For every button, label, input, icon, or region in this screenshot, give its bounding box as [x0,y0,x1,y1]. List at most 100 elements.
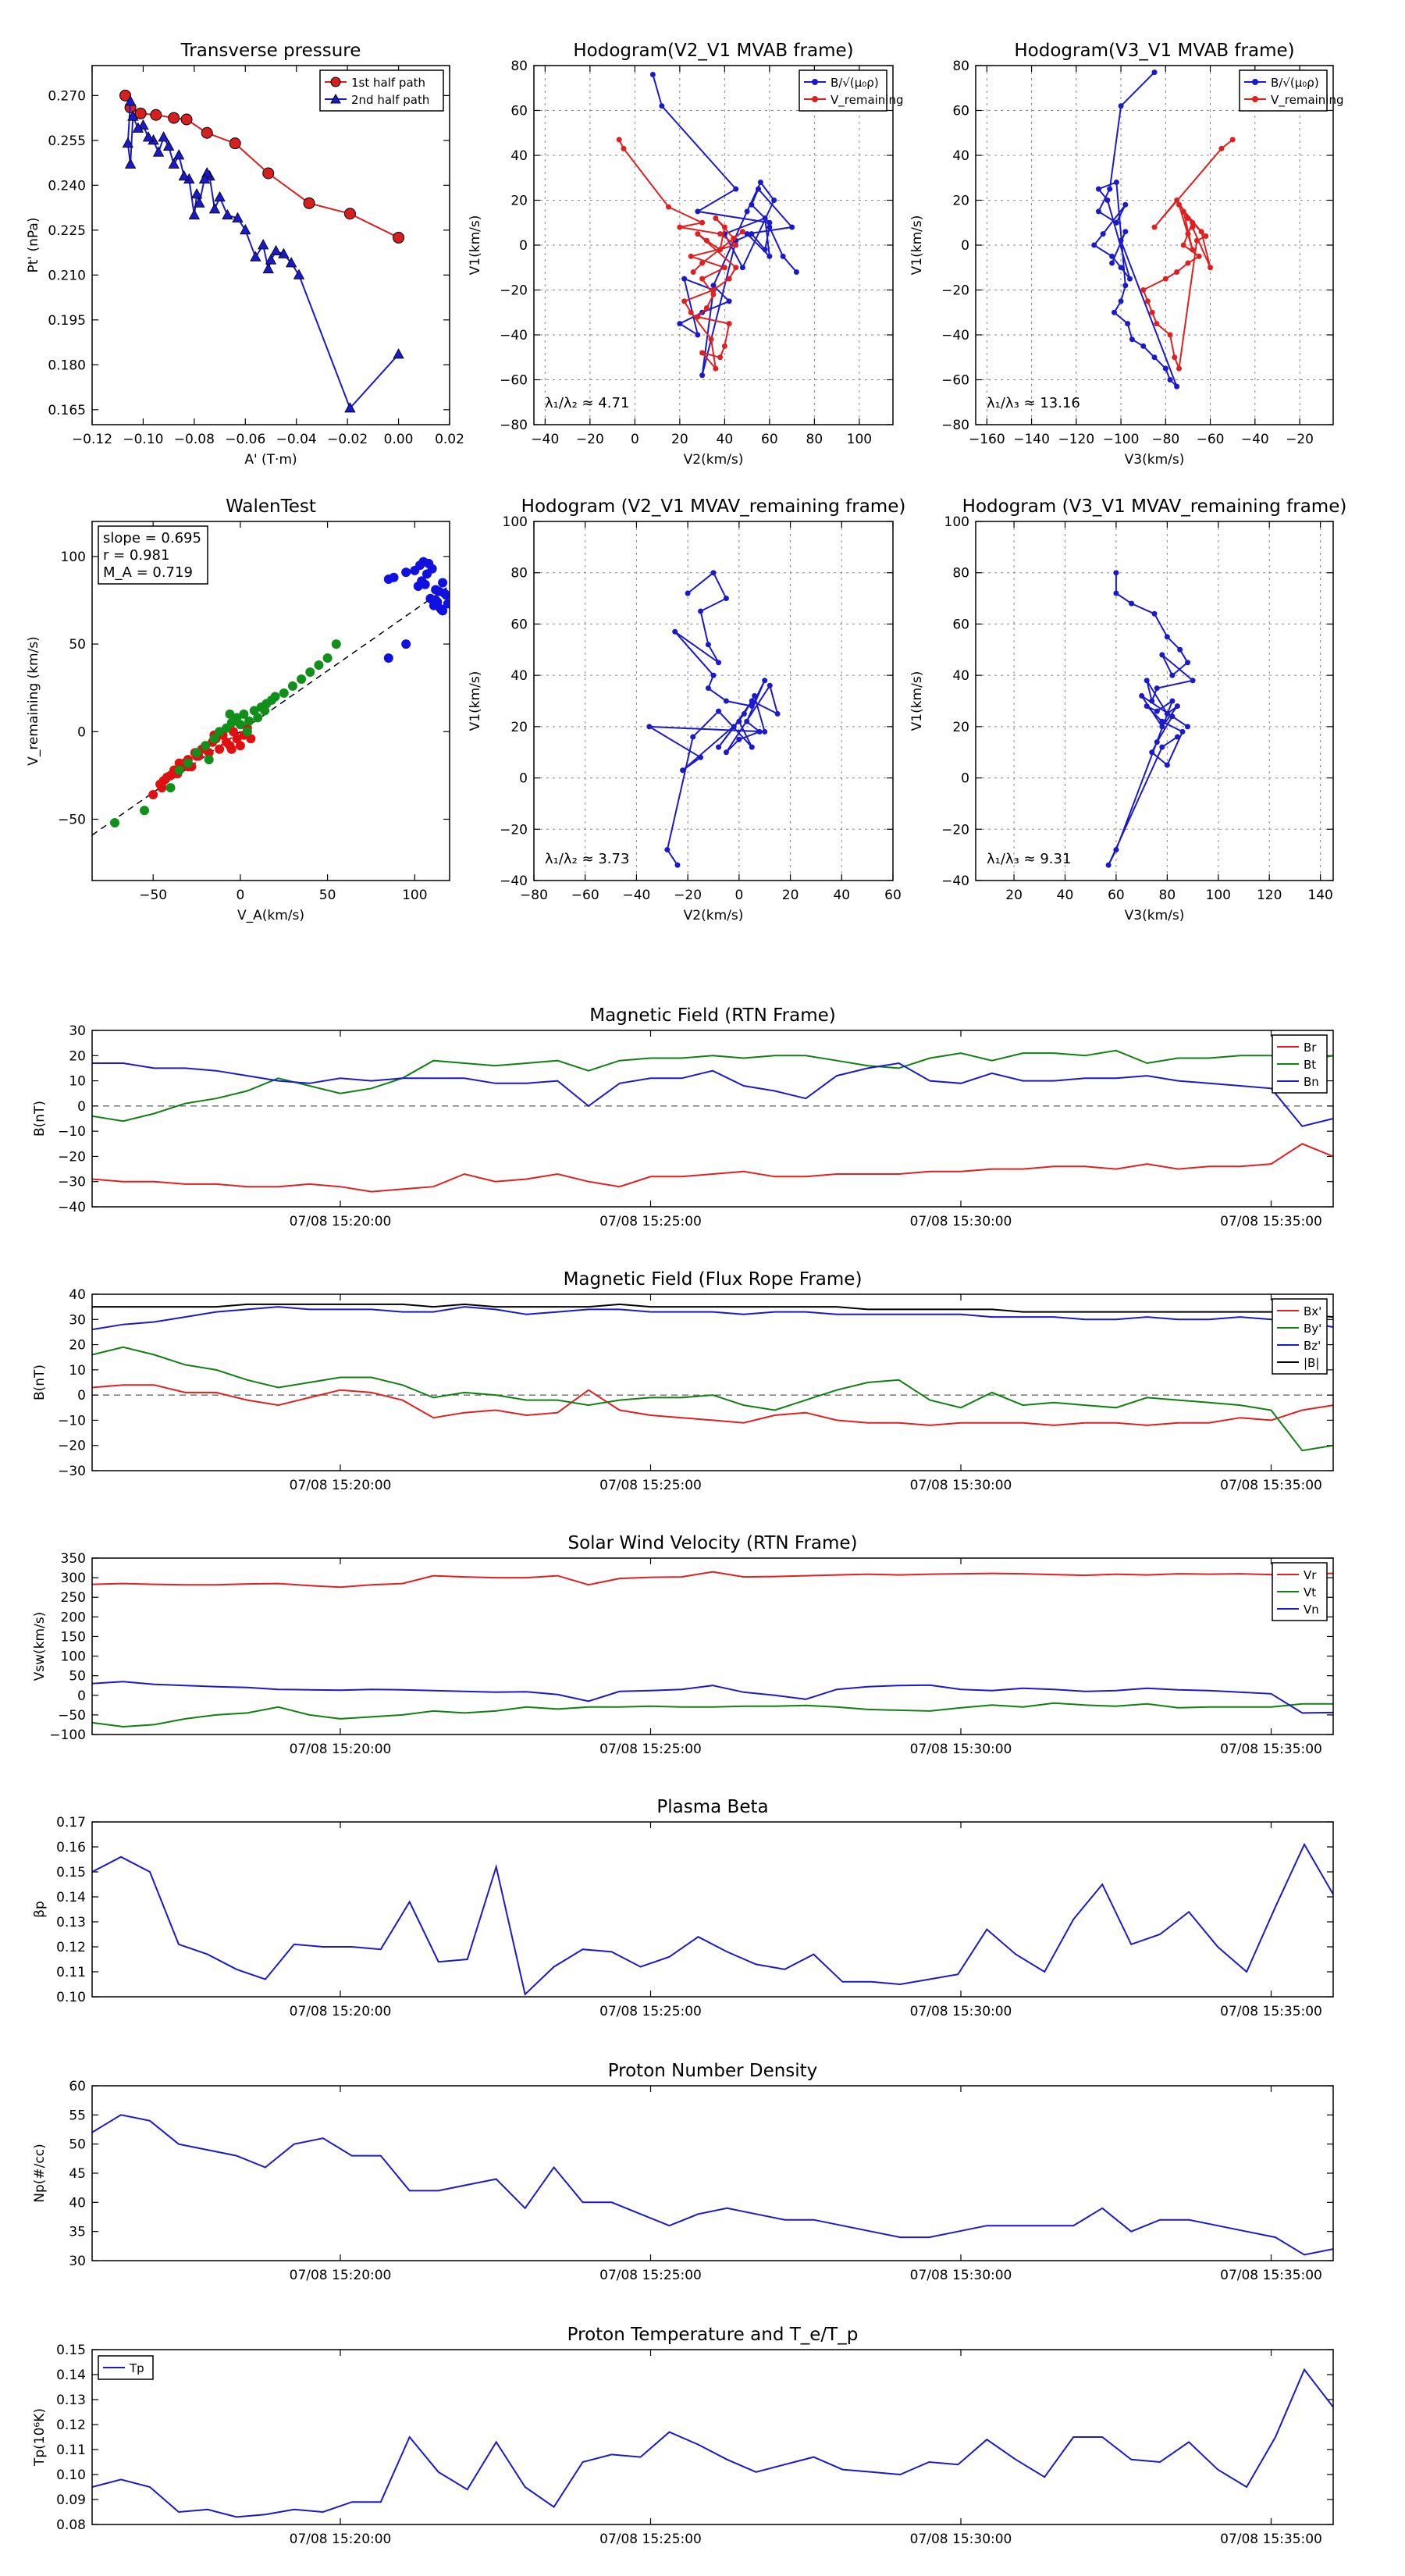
x-tick-label: 07/08 15:30:00 [910,1214,1012,1229]
x-tick-label: 07/08 15:20:00 [290,2004,392,2019]
data-point [1159,744,1165,750]
data-point [723,596,729,602]
data-point [1176,201,1182,208]
data-point [708,336,714,343]
data-point [1118,265,1124,271]
y-tick-label: 50 [69,2137,86,2153]
x-tick-label: 07/08 15:25:00 [599,2532,702,2547]
y-tick-label: −20 [500,822,528,838]
data-point [1122,229,1129,235]
y-tick-label: −50 [58,812,86,827]
data-point [262,167,275,180]
data-layer [92,1049,1333,1193]
data-point [762,215,768,221]
data-point [1091,242,1097,248]
y-tick-label: 0.14 [56,2368,86,2383]
data-point [1185,260,1191,266]
plot-area [976,66,1333,425]
y-tick-label: 0.11 [56,1965,86,1980]
y-tick-label: −80 [941,418,969,433]
y-axis-label: V1(km/s) [909,215,925,276]
x-tick-label: −20 [1286,432,1314,447]
data-point [731,235,737,241]
y-tick-label: 55 [69,2108,86,2123]
data-point [749,744,755,750]
data-point [664,847,670,853]
data-point [1180,242,1186,248]
y-tick-label: 0.180 [48,358,86,373]
data-point [127,110,139,121]
x-tick-label: 07/08 15:35:00 [1220,2532,1322,2547]
data-point [198,173,211,184]
y-tick-label: 40 [952,668,969,684]
data-point [1118,237,1124,244]
data-layer [1105,570,1196,868]
data-layer [119,89,405,413]
data-point [756,186,761,192]
data-point [699,372,706,379]
data-point [270,692,280,702]
x-tick-label: 07/08 15:30:00 [910,2268,1012,2283]
y-tick-label: −60 [941,373,969,389]
data-point [1149,698,1155,704]
data-point [1100,231,1106,237]
data-point [188,208,201,220]
data-point [303,197,315,209]
legend: Bx' By' Bz' |B| [1272,1298,1328,1375]
data-point [225,709,235,719]
data-point [1095,208,1101,215]
series-tp-line [92,2368,1333,2518]
data-point [733,265,739,271]
data-point [190,187,203,199]
y-tick-label: 0.10 [56,2467,86,2483]
data-point [226,744,237,754]
x-axis-label: V_A(km/s) [237,908,304,923]
data-point [736,736,742,742]
x-tick-label: 40 [1057,888,1074,903]
y-tick-label: −30 [58,1464,86,1479]
plot-frame [533,521,894,881]
data-point [110,817,120,827]
x-axis-label: A' (T·m) [244,452,297,468]
y-tick-label: 35 [69,2225,86,2240]
data-point [293,269,305,279]
x-tick-label: 60 [761,432,778,447]
data-point [771,197,777,203]
data-point [132,122,144,133]
data-point [232,212,244,222]
x-tick-label: 80 [806,432,823,447]
data-point [710,291,717,297]
y-tick-label: 0.195 [48,313,86,329]
y-tick-label: 0 [77,1388,86,1404]
data-point [134,107,147,119]
data-point [1109,253,1115,259]
y-tick-label: 0.165 [48,403,86,418]
data-point [1174,269,1180,275]
data-point [393,348,404,359]
data-point [279,688,289,698]
data-point [713,215,719,221]
y-axis-label: βp [32,1901,48,1918]
legend-box [319,69,444,112]
chart-ts_np: 07/08 15:20:00 07/08 15:25:00 07/08 15:30:… [32,2061,1334,2283]
x-tick-label: 0 [631,432,639,447]
y-tick-label: 20 [69,1048,86,1064]
data-point [739,265,745,271]
plot-frame [975,65,1334,425]
plot-frame [975,521,1334,881]
y-tick-label: 20 [952,194,969,209]
data-point [1190,219,1196,226]
data-point [122,137,133,148]
legend-label: Tp [129,2361,144,2375]
x-tick-label: 07/08 15:30:00 [910,2004,1012,2019]
legend: B/√(μ₀ρ) V_remaining [1239,69,1344,112]
data-point [1151,224,1158,230]
data-point [413,582,423,592]
data-point [1118,298,1124,304]
legend: Tp [98,2355,154,2380]
data-point [229,137,241,150]
y-tick-label: 20 [69,1338,86,1354]
data-point [721,343,727,349]
data-point [152,146,165,157]
data-point [733,186,739,192]
